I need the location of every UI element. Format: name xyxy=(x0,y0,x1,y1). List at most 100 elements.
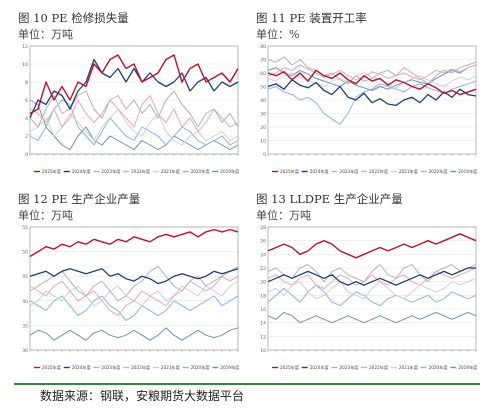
chart-unit: 单位：万吨 xyxy=(18,209,73,222)
line-chart-pe-maintenance-loss: 0 2 4 6 8 10 12 2025年度 2024年度 2023年度 2022年度 2021年度 2… xyxy=(22,44,240,175)
line-chart-pe-operating-rate: 0 10 20 30 40 50 60 70 80 2025年度 2024年度 2023年度 2022年… xyxy=(260,44,478,175)
series-line-2023 xyxy=(29,265,239,302)
y-tick-label: 30 xyxy=(22,348,28,354)
legend-label: 2025年度 xyxy=(280,364,300,371)
y-tick-label: 20 xyxy=(260,125,266,131)
y-tick-label: 80 xyxy=(260,44,266,50)
legend-label: 2020年度 xyxy=(429,168,449,175)
series-line-2019 xyxy=(267,64,477,91)
chart-title: 图 12 PE 生产企业产量 xyxy=(18,192,141,206)
y-tick-label: 0 xyxy=(263,152,266,158)
chart-title: 图 10 PE 检修损失量 xyxy=(18,11,129,25)
line-chart-pe-production: 30 35 40 45 50 55 2025年度 2024年度 2023年度 2022年度 2021… xyxy=(22,225,240,371)
series-line-2025 xyxy=(29,228,239,258)
y-tick-label: 0 xyxy=(25,152,28,158)
chart-unit: 单位：% xyxy=(256,28,300,41)
chart-title: 图 11 PE 装置开工率 xyxy=(256,11,367,25)
chart-unit: 单位：万吨 xyxy=(256,209,311,222)
series-line-2021 xyxy=(267,277,477,300)
series-line-2022 xyxy=(267,64,477,81)
series-line-2020 xyxy=(267,284,477,307)
series-line-2024 xyxy=(267,79,477,107)
y-tick-label: 12 xyxy=(260,334,266,340)
y-tick-label: 55 xyxy=(22,225,28,231)
series-line-2019 xyxy=(29,327,239,341)
legend-label: 2024年度 xyxy=(72,364,92,371)
legend-label: 2021年度 xyxy=(161,364,181,371)
series-line-2022 xyxy=(29,95,239,132)
chart-title: 图 13 LLDPE 生产企业产量 xyxy=(256,192,403,206)
y-tick-label: 14 xyxy=(260,321,266,327)
y-tick-label: 50 xyxy=(22,250,28,256)
legend-label: 2019年度 xyxy=(458,364,478,371)
legend-label: 2025年度 xyxy=(42,168,62,175)
legend-label: 2023年度 xyxy=(101,168,121,175)
series-line-2025 xyxy=(29,54,239,115)
y-tick-label: 30 xyxy=(260,112,266,118)
y-tick-label: 16 xyxy=(260,307,266,313)
legend-label: 2022年度 xyxy=(369,364,389,371)
legend-label: 2022年度 xyxy=(369,168,389,175)
y-tick-label: 2 xyxy=(25,134,28,140)
y-tick-label: 26 xyxy=(260,239,266,245)
series-line-2025 xyxy=(267,233,477,259)
y-tick-label: 28 xyxy=(260,225,266,231)
y-tick-label: 10 xyxy=(22,62,28,68)
legend-label: 2020年度 xyxy=(191,364,211,371)
y-tick-label: 10 xyxy=(260,348,266,354)
series-line-2022 xyxy=(267,267,477,289)
series-line-2020 xyxy=(29,295,239,321)
legend-label: 2019年度 xyxy=(458,168,478,175)
y-tick-label: 22 xyxy=(260,266,266,272)
series-line-2020 xyxy=(267,80,477,125)
legend-label: 2025年度 xyxy=(280,168,300,175)
series-line-2021 xyxy=(267,72,477,89)
y-tick-label: 18 xyxy=(260,293,266,299)
chart-unit: 单位：万吨 xyxy=(18,28,73,41)
y-tick-label: 4 xyxy=(25,116,28,122)
y-tick-label: 35 xyxy=(22,323,28,329)
data-source: 数据来源：钢联，安粮期货大数据平台 xyxy=(40,389,245,403)
y-tick-label: 50 xyxy=(260,85,266,91)
series-line-2024 xyxy=(267,267,476,286)
y-tick-label: 40 xyxy=(260,98,266,104)
legend-label: 2024年度 xyxy=(310,168,330,175)
legend-label: 2023年度 xyxy=(339,364,359,371)
legend-label: 2019年度 xyxy=(220,364,240,371)
footer-divider xyxy=(14,383,480,385)
legend-label: 2021年度 xyxy=(161,168,181,175)
legend-label: 2020年度 xyxy=(429,364,449,371)
series-line-2024 xyxy=(29,58,239,119)
series-line-2021 xyxy=(29,108,239,146)
series-line-2021 xyxy=(29,280,239,307)
legend-label: 2023年度 xyxy=(339,168,359,175)
legend-label: 2019年度 xyxy=(220,168,240,175)
y-tick-label: 12 xyxy=(22,44,28,50)
series-line-2025 xyxy=(267,69,477,96)
legend-label: 2021年度 xyxy=(399,364,419,371)
y-tick-label: 24 xyxy=(260,252,266,258)
series-line-2023 xyxy=(29,90,239,128)
y-tick-label: 60 xyxy=(260,71,266,77)
y-tick-label: 40 xyxy=(22,299,28,305)
y-tick-label: 10 xyxy=(260,139,266,145)
legend-label: 2021年度 xyxy=(399,168,419,175)
series-line-2023 xyxy=(267,56,477,85)
y-tick-label: 6 xyxy=(25,98,28,104)
legend-label: 2020年度 xyxy=(191,168,211,175)
legend-label: 2023年度 xyxy=(101,364,121,371)
y-tick-label: 45 xyxy=(22,274,28,280)
series-line-2020 xyxy=(29,99,239,146)
legend-label: 2022年度 xyxy=(131,364,151,371)
series-line-2019 xyxy=(267,311,477,324)
y-tick-label: 20 xyxy=(260,280,266,286)
legend-label: 2024年度 xyxy=(310,364,330,371)
legend-label: 2022年度 xyxy=(131,168,151,175)
series-line-2019 xyxy=(29,99,239,150)
series-line-2023 xyxy=(267,264,477,283)
series-line-2024 xyxy=(29,268,239,285)
legend-label: 2025年度 xyxy=(42,364,62,371)
y-tick-label: 8 xyxy=(25,80,28,86)
series-line-2022 xyxy=(29,275,239,317)
y-tick-label: 70 xyxy=(260,58,266,64)
